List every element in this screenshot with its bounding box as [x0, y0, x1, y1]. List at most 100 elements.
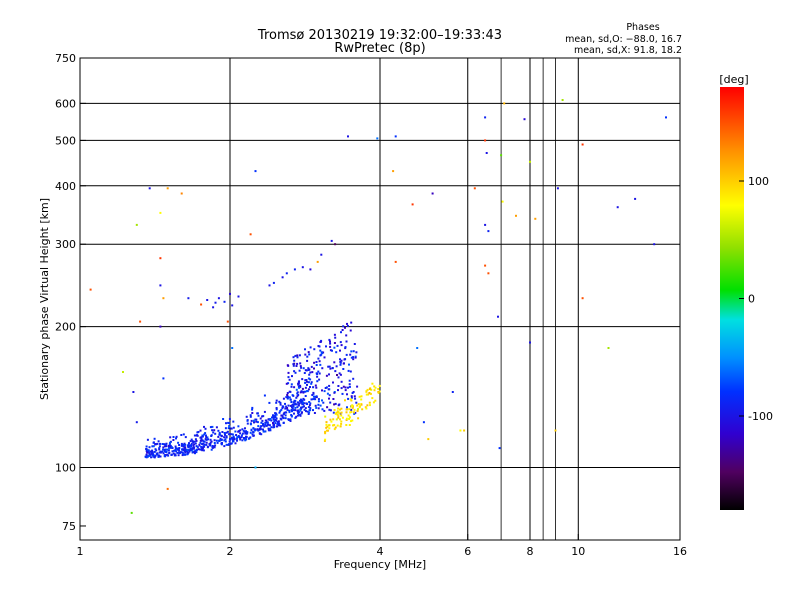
- data-point: [293, 412, 295, 415]
- data-point: [335, 365, 338, 368]
- data-point: [348, 424, 351, 426]
- data-point: [171, 450, 174, 453]
- data-point: [286, 407, 289, 409]
- data-point: [159, 442, 161, 445]
- data-point: [366, 388, 369, 391]
- data-point: [350, 350, 353, 353]
- data-point: [314, 384, 317, 387]
- data-point: [276, 421, 279, 424]
- data-point: [172, 439, 175, 441]
- data-point: [158, 445, 161, 448]
- data-point: [307, 367, 310, 370]
- data-point: [317, 400, 320, 403]
- data-point: [243, 430, 246, 433]
- data-point: [286, 408, 289, 411]
- data-point: [277, 420, 280, 423]
- data-point: [315, 364, 318, 366]
- data-point: [351, 404, 354, 407]
- data-point: [319, 363, 322, 366]
- data-point: [195, 445, 198, 448]
- data-point: [340, 387, 343, 390]
- data-point: [370, 388, 373, 391]
- data-point: [151, 451, 153, 454]
- data-point: [328, 384, 331, 387]
- data-point: [333, 409, 336, 411]
- data-point: [177, 441, 180, 444]
- data-point: [145, 453, 148, 456]
- data-point: [263, 430, 266, 433]
- data-point: [334, 426, 337, 429]
- data-point: [284, 411, 287, 414]
- data-point: [260, 425, 263, 428]
- data-point: [270, 426, 273, 429]
- data-point: [183, 442, 186, 445]
- x-tick-label: 2: [227, 545, 234, 558]
- data-point: [237, 295, 240, 298]
- data-point: [254, 170, 257, 173]
- data-point: [235, 434, 238, 436]
- data-point: [201, 439, 204, 442]
- data-point: [162, 448, 164, 451]
- data-point: [335, 351, 338, 354]
- data-point: [339, 361, 342, 364]
- data-point: [320, 253, 323, 256]
- data-point: [211, 446, 214, 449]
- data-point: [135, 421, 138, 424]
- data-point: [286, 396, 289, 399]
- data-point: [377, 391, 380, 394]
- data-point: [199, 441, 202, 444]
- data-point: [616, 206, 619, 209]
- data-point: [224, 427, 227, 430]
- data-point: [220, 435, 223, 438]
- data-point: [327, 365, 330, 368]
- data-point: [244, 437, 247, 440]
- data-point: [484, 223, 487, 226]
- data-point: [175, 437, 177, 440]
- data-point: [157, 440, 160, 443]
- data-point: [344, 386, 347, 389]
- data-point: [315, 406, 318, 409]
- data-point: [345, 340, 348, 343]
- data-point: [273, 426, 275, 428]
- data-point: [310, 365, 313, 368]
- data-point: [348, 385, 351, 388]
- data-point: [337, 415, 340, 418]
- data-point: [212, 306, 215, 309]
- data-point: [244, 427, 246, 430]
- data-point: [328, 427, 331, 430]
- data-point: [259, 417, 262, 420]
- data-point: [250, 429, 253, 432]
- data-point: [307, 369, 310, 371]
- data-point: [337, 385, 340, 387]
- data-point: [285, 396, 288, 399]
- data-point: [353, 412, 356, 415]
- data-point: [296, 414, 299, 417]
- data-point: [234, 430, 237, 433]
- data-point: [313, 367, 315, 370]
- data-point: [325, 429, 328, 432]
- data-point: [289, 404, 292, 407]
- data-point: [484, 264, 487, 267]
- data-point: [234, 442, 237, 445]
- data-point: [342, 385, 345, 388]
- data-point: [360, 403, 363, 406]
- data-point: [365, 407, 368, 410]
- data-point: [357, 408, 359, 411]
- data-point: [335, 411, 338, 414]
- data-point: [302, 401, 305, 404]
- data-point: [665, 116, 667, 119]
- data-point: [312, 386, 315, 389]
- data-point: [163, 449, 166, 451]
- data-points: [89, 99, 667, 514]
- data-point: [394, 260, 397, 263]
- data-point: [345, 408, 348, 411]
- data-point: [309, 402, 312, 405]
- data-point: [203, 425, 205, 428]
- data-point: [214, 432, 217, 435]
- data-point: [282, 405, 285, 408]
- data-point: [340, 344, 343, 347]
- data-point: [168, 447, 171, 450]
- data-point: [332, 418, 335, 421]
- data-point: [196, 431, 199, 434]
- data-point: [351, 392, 354, 394]
